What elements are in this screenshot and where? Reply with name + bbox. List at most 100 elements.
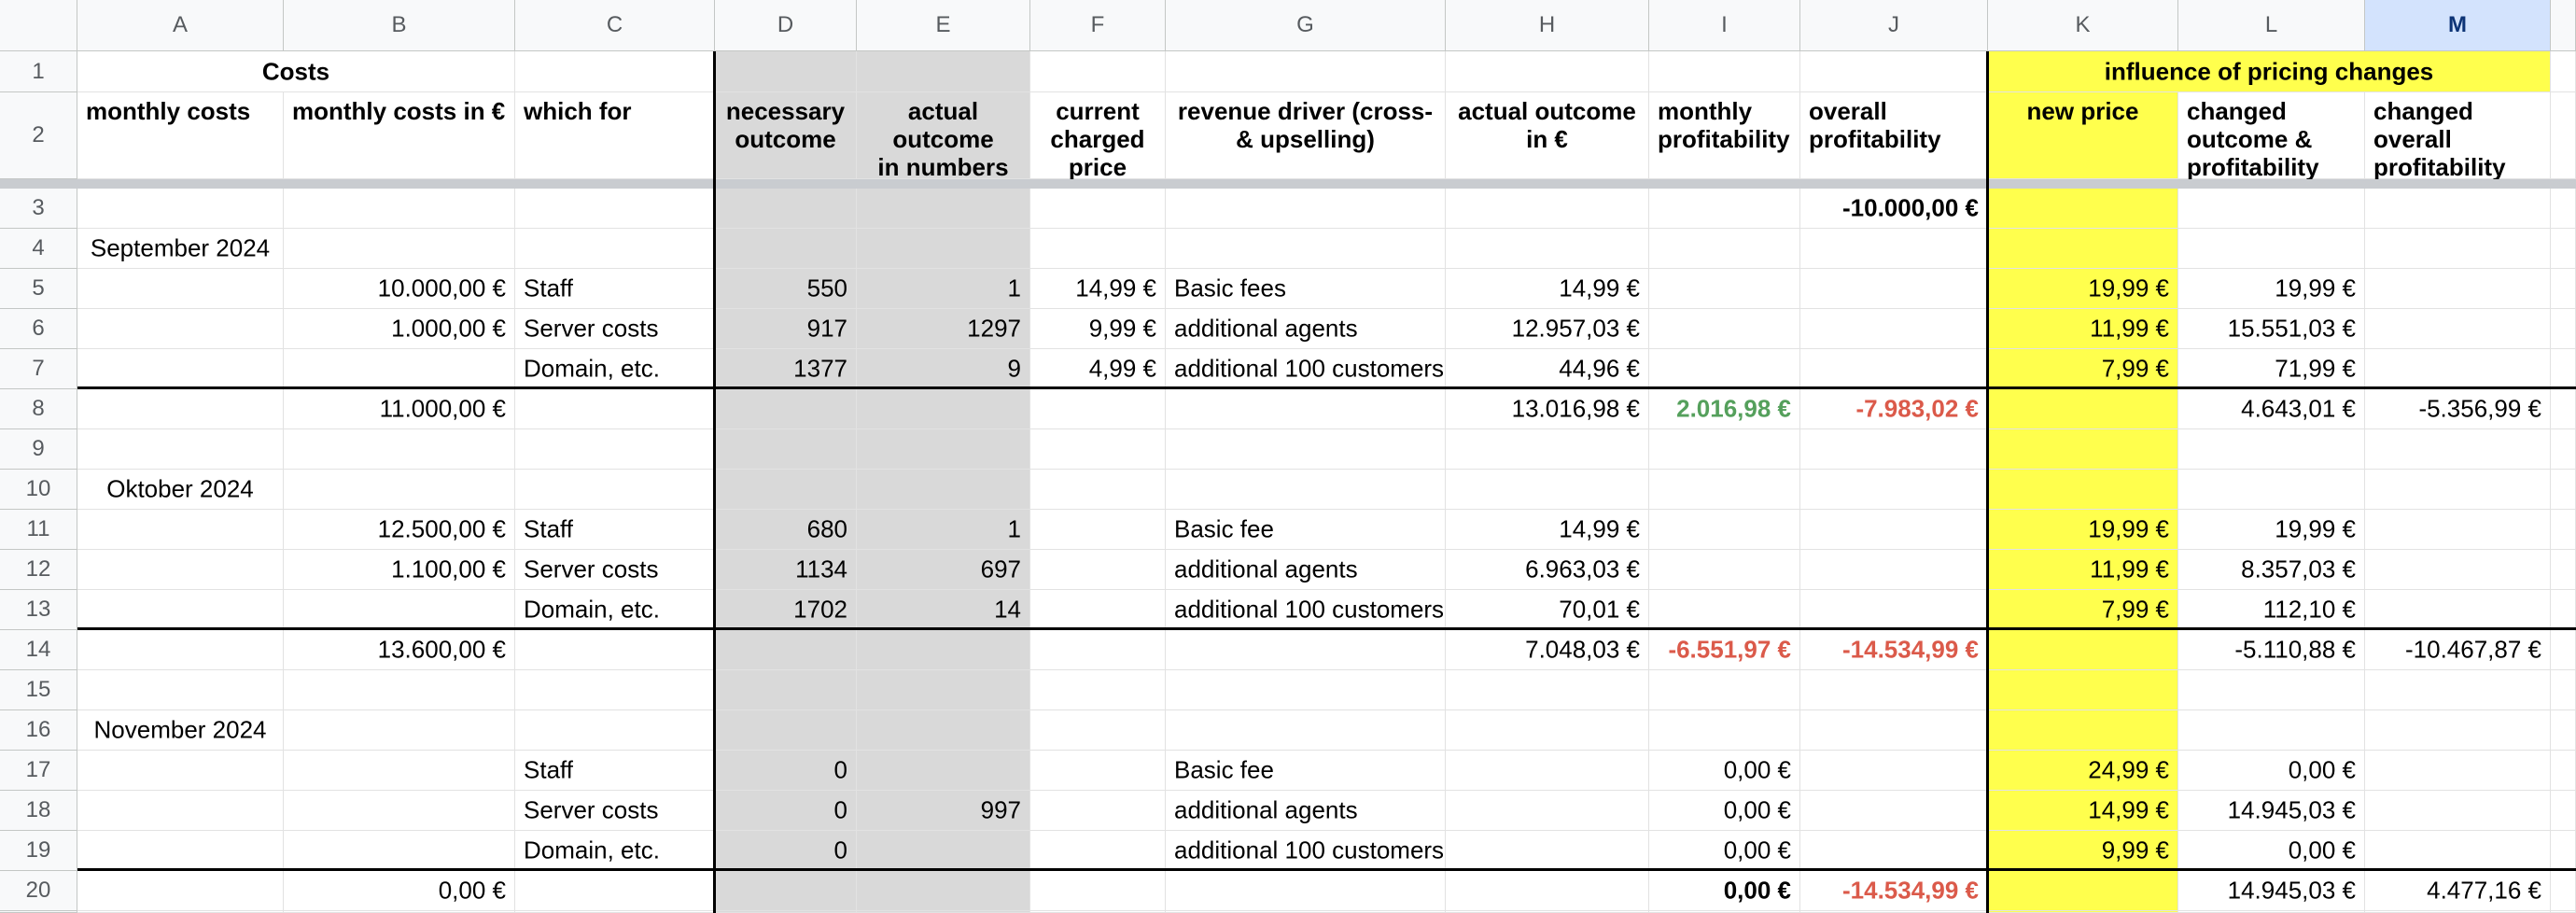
cell-I9[interactable] bbox=[1649, 429, 1800, 470]
cell-L7[interactable]: 71,99 € bbox=[2178, 349, 2365, 389]
cell-F6[interactable]: 9,99 € bbox=[1030, 309, 1166, 349]
cell-C18[interactable]: Server costs bbox=[515, 791, 715, 831]
cell-J15[interactable] bbox=[1800, 670, 1988, 710]
cell-J18[interactable] bbox=[1800, 791, 1988, 831]
cell-partial-4[interactable] bbox=[2551, 229, 2576, 269]
cell-B16[interactable] bbox=[284, 710, 515, 751]
row-header-12[interactable]: 12 bbox=[0, 550, 77, 590]
cell-H8[interactable]: 13.016,98 € bbox=[1446, 389, 1649, 429]
cell-M14[interactable]: -10.467,87 € bbox=[2365, 630, 2551, 670]
cell-F2[interactable]: current charged price bbox=[1030, 92, 1166, 181]
cell-partial-13[interactable] bbox=[2551, 590, 2576, 630]
cell-K5[interactable]: 19,99 € bbox=[1988, 269, 2178, 309]
cell-G17[interactable]: Basic fee bbox=[1166, 751, 1446, 791]
cell-J4[interactable] bbox=[1800, 229, 1988, 269]
col-header-G[interactable]: G bbox=[1166, 0, 1446, 51]
cell-J20[interactable]: -14.534,99 € bbox=[1800, 871, 1988, 911]
cell-partial-5[interactable] bbox=[2551, 269, 2576, 309]
cell-G7[interactable]: additional 100 customers bbox=[1166, 349, 1446, 389]
cell-A16[interactable]: November 2024 bbox=[77, 710, 284, 751]
cell-C8[interactable] bbox=[515, 389, 715, 429]
cell-C7[interactable]: Domain, etc. bbox=[515, 349, 715, 389]
row-header-4[interactable]: 4 bbox=[0, 229, 77, 269]
cell-A9[interactable] bbox=[77, 429, 284, 470]
cell-partial-17[interactable] bbox=[2551, 751, 2576, 791]
frozen-rows-divider[interactable] bbox=[0, 179, 2576, 189]
cell-I20[interactable]: 0,00 € bbox=[1649, 871, 1800, 911]
merged-cell-K1-M1[interactable]: influence of pricing changes bbox=[1988, 51, 2551, 92]
cell-J12[interactable] bbox=[1800, 550, 1988, 590]
cell-M4[interactable] bbox=[2365, 229, 2551, 269]
cell-E5[interactable]: 1 bbox=[857, 269, 1030, 309]
cell-K12[interactable]: 11,99 € bbox=[1988, 550, 2178, 590]
row-header-18[interactable]: 18 bbox=[0, 791, 77, 831]
row-header-11[interactable]: 11 bbox=[0, 510, 77, 550]
row-header-9[interactable]: 9 bbox=[0, 429, 77, 470]
cell-L14[interactable]: -5.110,88 € bbox=[2178, 630, 2365, 670]
cell-D5[interactable]: 550 bbox=[715, 269, 857, 309]
cell-D18[interactable]: 0 bbox=[715, 791, 857, 831]
cell-partial-12[interactable] bbox=[2551, 550, 2576, 590]
cell-M16[interactable] bbox=[2365, 710, 2551, 751]
cell-E8[interactable] bbox=[857, 389, 1030, 429]
cell-G10[interactable] bbox=[1166, 470, 1446, 510]
cell-G14[interactable] bbox=[1166, 630, 1446, 670]
cell-partial-10[interactable] bbox=[2551, 470, 2576, 510]
cell-C1[interactable] bbox=[515, 51, 715, 92]
cell-D19[interactable]: 0 bbox=[715, 831, 857, 871]
cell-G8[interactable] bbox=[1166, 389, 1446, 429]
cell-A17[interactable] bbox=[77, 751, 284, 791]
cell-A20[interactable] bbox=[77, 871, 284, 911]
cell-G5[interactable]: Basic fees bbox=[1166, 269, 1446, 309]
cell-B17[interactable] bbox=[284, 751, 515, 791]
cell-A15[interactable] bbox=[77, 670, 284, 710]
cell-F11[interactable] bbox=[1030, 510, 1166, 550]
row-header-5[interactable]: 5 bbox=[0, 269, 77, 309]
cell-C12[interactable]: Server costs bbox=[515, 550, 715, 590]
col-header-I[interactable]: I bbox=[1649, 0, 1800, 51]
cell-C19[interactable]: Domain, etc. bbox=[515, 831, 715, 871]
cell-E1[interactable] bbox=[857, 51, 1030, 92]
col-header-D[interactable]: D bbox=[715, 0, 857, 51]
cell-H6[interactable]: 12.957,03 € bbox=[1446, 309, 1649, 349]
cell-I13[interactable] bbox=[1649, 590, 1800, 630]
cell-M13[interactable] bbox=[2365, 590, 2551, 630]
cell-partial-14[interactable] bbox=[2551, 630, 2576, 670]
col-header-partial[interactable] bbox=[2551, 0, 2576, 51]
cell-G2[interactable]: revenue driver (cross- & upselling) bbox=[1166, 92, 1446, 179]
cell-I12[interactable] bbox=[1649, 550, 1800, 590]
cell-L4[interactable] bbox=[2178, 229, 2365, 269]
cell-B9[interactable] bbox=[284, 429, 515, 470]
cell-E14[interactable] bbox=[857, 630, 1030, 670]
cell-D12[interactable]: 1134 bbox=[715, 550, 857, 590]
cell-I7[interactable] bbox=[1649, 349, 1800, 389]
cell-C6[interactable]: Server costs bbox=[515, 309, 715, 349]
cell-H5[interactable]: 14,99 € bbox=[1446, 269, 1649, 309]
cell-I11[interactable] bbox=[1649, 510, 1800, 550]
cell-E16[interactable] bbox=[857, 710, 1030, 751]
cell-G16[interactable] bbox=[1166, 710, 1446, 751]
cell-L15[interactable] bbox=[2178, 670, 2365, 710]
col-header-C[interactable]: C bbox=[515, 0, 715, 51]
cell-partial-6[interactable] bbox=[2551, 309, 2576, 349]
row-header-10[interactable]: 10 bbox=[0, 470, 77, 510]
cell-M19[interactable] bbox=[2365, 831, 2551, 871]
cell-D6[interactable]: 917 bbox=[715, 309, 857, 349]
cell-M17[interactable] bbox=[2365, 751, 2551, 791]
cell-H9[interactable] bbox=[1446, 429, 1649, 470]
cell-A5[interactable] bbox=[77, 269, 284, 309]
cell-D3[interactable] bbox=[715, 189, 857, 229]
cell-B19[interactable] bbox=[284, 831, 515, 871]
cell-H4[interactable] bbox=[1446, 229, 1649, 269]
cell-F15[interactable] bbox=[1030, 670, 1166, 710]
cell-J14[interactable]: -14.534,99 € bbox=[1800, 630, 1988, 670]
cell-I18[interactable]: 0,00 € bbox=[1649, 791, 1800, 831]
cell-E3[interactable] bbox=[857, 189, 1030, 229]
cell-C3[interactable] bbox=[515, 189, 715, 229]
col-header-M[interactable]: M bbox=[2365, 0, 2551, 51]
cell-A19[interactable] bbox=[77, 831, 284, 871]
cell-E6[interactable]: 1297 bbox=[857, 309, 1030, 349]
cell-M9[interactable] bbox=[2365, 429, 2551, 470]
cell-G3[interactable] bbox=[1166, 189, 1446, 229]
cell-H10[interactable] bbox=[1446, 470, 1649, 510]
